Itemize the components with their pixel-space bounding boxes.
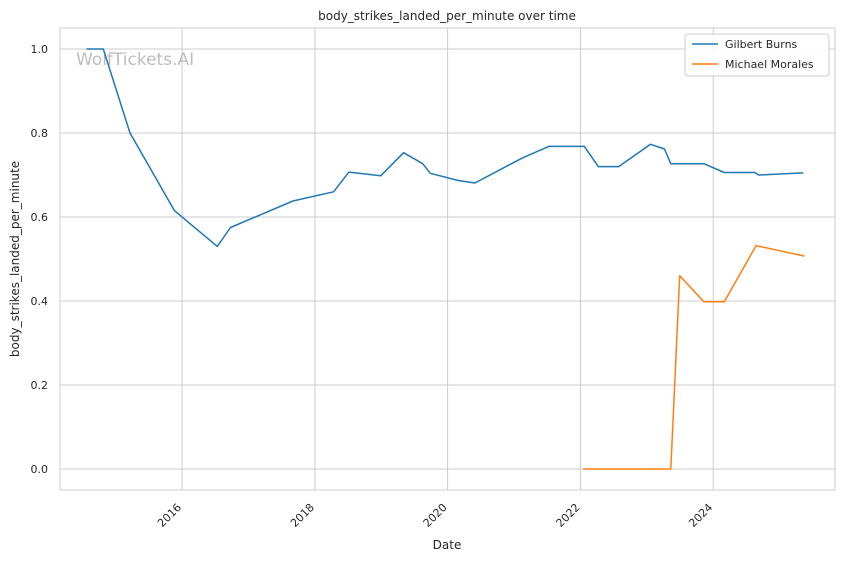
- watermark: WolfTickets.AI: [76, 50, 194, 70]
- y-axis-label: body_strikes_landed_per_minute: [8, 161, 22, 357]
- x-tick-labels: 2016 2018 2020 2022 2024: [155, 501, 715, 530]
- y-tick-label: 0.6: [31, 211, 49, 224]
- y-tick-label: 0.0: [31, 463, 49, 476]
- y-tick-label: 1.0: [31, 43, 49, 56]
- series-line-1: [583, 244, 805, 470]
- plot-frame: [59, 27, 836, 491]
- x-tick-label: 2018: [288, 501, 317, 530]
- x-tick-label: 2016: [155, 501, 184, 530]
- legend-box: [684, 33, 830, 77]
- y-tick-label: 0.2: [31, 379, 49, 392]
- y-tick-labels: 0.0 0.2 0.4 0.6 0.8 1.0: [31, 43, 49, 476]
- x-tick-label: 2022: [554, 501, 583, 530]
- series-line-0: [86, 48, 804, 248]
- x-axis-label: Date: [433, 538, 462, 552]
- x-tick-label: 2024: [686, 501, 715, 530]
- series-lines: [86, 48, 805, 470]
- legend: Gilbert Burns Michael Morales: [684, 33, 830, 77]
- y-tick-label: 0.8: [31, 127, 49, 140]
- legend-label: Gilbert Burns: [725, 38, 798, 51]
- y-tick-label: 0.4: [31, 295, 49, 308]
- legend-label: Michael Morales: [725, 58, 814, 71]
- chart-title: body_strikes_landed_per_minute over time: [318, 9, 576, 23]
- x-tick-label: 2020: [421, 501, 450, 530]
